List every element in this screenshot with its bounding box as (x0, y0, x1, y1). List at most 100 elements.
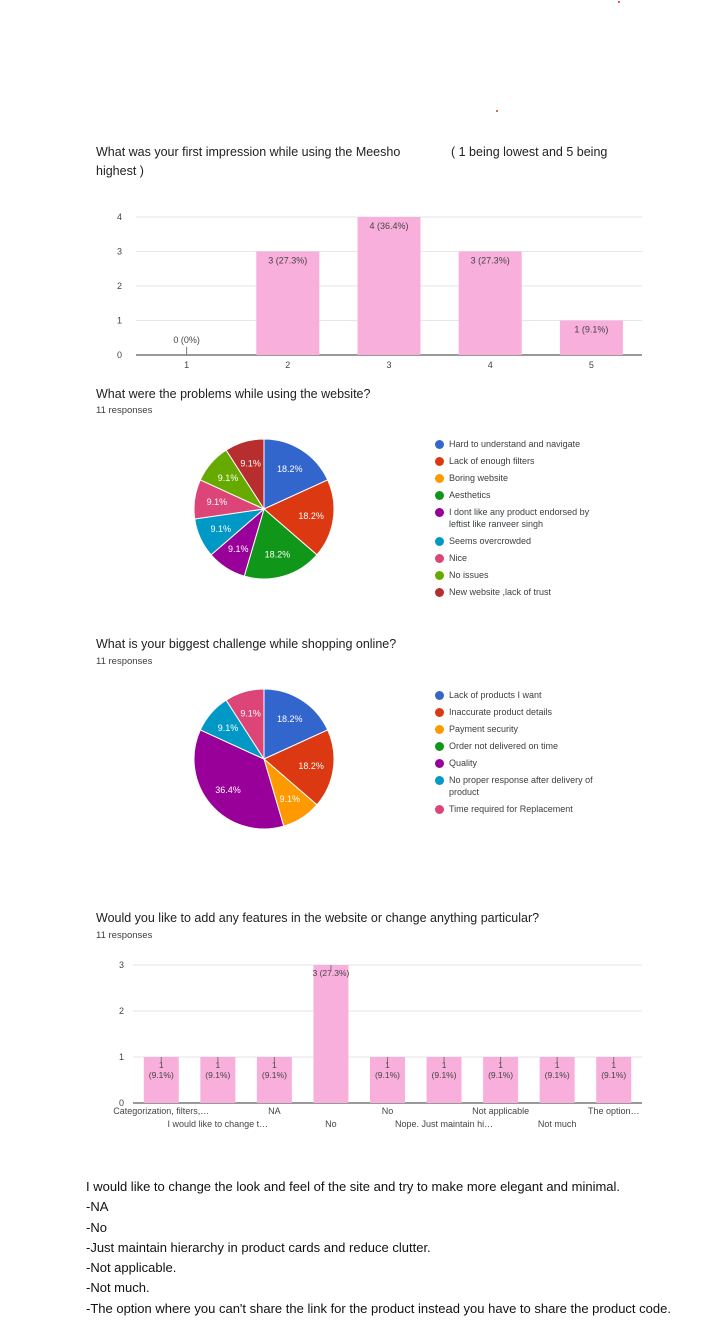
legend-swatch (435, 536, 444, 546)
pie-slice (225, 438, 265, 511)
x-tick-label: No (325, 1119, 337, 1129)
x-tick-label: No (382, 1106, 394, 1116)
legend-label: I dont like any product endorsed by left… (449, 507, 590, 529)
pie-slice (243, 508, 318, 580)
slice-label: 9.1% (240, 458, 261, 468)
pie-slice (263, 438, 329, 510)
y-tick-label: 4 (117, 212, 122, 222)
bar (559, 320, 623, 355)
x-tick-label: 3 (386, 360, 391, 368)
data-label: (9.1%) (262, 1070, 287, 1080)
data-label: 1 (272, 1060, 277, 1070)
bar (483, 1057, 519, 1103)
legend-item: Aesthetics (435, 489, 609, 501)
x-tick-label: Nope. Just maintain hi… (395, 1119, 493, 1129)
slice-label: 9.1% (210, 524, 231, 534)
legend-label: Time required for Replacement (449, 804, 573, 814)
decorative-dot (496, 110, 498, 112)
legend-item: Payment security (435, 723, 609, 735)
legend-label: New website ,lack of trust (449, 587, 552, 597)
legend-label: Aesthetics (449, 490, 491, 500)
legend-swatch (435, 690, 444, 700)
data-label: 1 (611, 1060, 616, 1070)
x-tick-label: 4 (488, 360, 493, 368)
bar (596, 1057, 632, 1103)
chart2-subtitle: 11 responses (96, 405, 153, 416)
data-label: 1 (215, 1060, 220, 1070)
bar (256, 251, 320, 355)
data-label: 1 (555, 1060, 560, 1070)
data-label: 1 (385, 1060, 390, 1070)
legend-swatch (435, 570, 444, 580)
legend-item: Nice (435, 552, 609, 564)
slice-label: 9.1% (218, 723, 239, 733)
response-line: -Not applicable. (86, 1260, 177, 1276)
chart2-pie-chart: 18.2%18.2%18.2%9.1%9.1%9.1%9.1%9.1% (193, 438, 335, 580)
legend-item: Hard to understand and navigate (435, 438, 609, 450)
slice-label: 9.1% (228, 544, 249, 554)
legend-item: Lack of enough filters (435, 455, 609, 467)
slice-label: 18.2% (277, 464, 303, 474)
x-tick-label: Not applicable (472, 1106, 529, 1116)
legend-swatch (435, 707, 444, 717)
slice-label: 9.1% (218, 473, 239, 483)
legend-label: No proper response after delivery of pro… (449, 775, 593, 797)
decorative-dot (618, 1, 620, 3)
legend-item: Order not delivered on time (435, 740, 609, 752)
legend-item: Quality (435, 757, 609, 769)
chart3-title: What is your biggest challenge while sho… (96, 637, 397, 651)
bar (357, 217, 421, 355)
bar (200, 1057, 236, 1103)
y-tick-label: 2 (119, 1006, 124, 1016)
y-tick-label: 2 (117, 281, 122, 291)
chart2-title: What were the problems while using the w… (96, 387, 371, 401)
legend-item: Inaccurate product details (435, 706, 609, 718)
slice-label: 18.2% (277, 714, 303, 724)
response-line: -No (86, 1219, 107, 1235)
pie-slice (263, 479, 335, 556)
data-label: 4 (36.4%) (369, 221, 408, 231)
bar (143, 1057, 179, 1103)
legend-swatch (435, 473, 444, 483)
x-tick-label: 2 (285, 360, 290, 368)
data-label: 1 (498, 1060, 503, 1070)
data-label: 3 (27.3%) (268, 256, 307, 266)
y-tick-label: 3 (117, 247, 122, 257)
chart4-subtitle: 11 responses (96, 930, 153, 941)
chart3-legend: Lack of products I want Inaccurate produc… (435, 689, 609, 820)
legend-swatch (435, 456, 444, 466)
data-label: 3 (27.3%) (471, 256, 510, 266)
data-label: (9.1%) (488, 1070, 513, 1080)
bar (256, 1057, 292, 1103)
x-tick-label: 1 (184, 360, 189, 368)
legend-label: Seems overcrowded (449, 536, 532, 546)
response-line: -Just maintain hierarchy in product card… (86, 1239, 431, 1255)
data-label: 1 (9.1%) (574, 325, 608, 335)
legend-swatch (435, 724, 444, 734)
legend-swatch (435, 587, 444, 597)
data-label: (9.1%) (205, 1070, 230, 1080)
legend-label: Lack of products I want (449, 690, 542, 700)
legend-swatch (435, 741, 444, 751)
legend-label: Order not delivered on time (449, 741, 559, 751)
x-tick-label: The option… (588, 1106, 640, 1116)
y-tick-label: 1 (119, 1052, 124, 1062)
legend-swatch (435, 553, 444, 563)
slice-label: 36.4% (215, 785, 241, 795)
legend-swatch (435, 490, 444, 500)
bar (539, 1057, 575, 1103)
legend-label: No issues (449, 570, 489, 580)
response-line: I would like to change the look and feel… (86, 1179, 621, 1194)
response-line: -The option where you can't share the li… (86, 1300, 671, 1316)
bar (313, 965, 349, 1103)
response-line: -Not much. (86, 1280, 150, 1296)
pie-slice (263, 729, 335, 806)
legend-item: Seems overcrowded (435, 535, 609, 547)
free-text-responses: I would like to change the look and feel… (86, 1177, 671, 1319)
data-label: 0 (0%) (173, 335, 200, 345)
legend-item: Boring website (435, 472, 609, 484)
slice-label: 18.2% (298, 511, 324, 521)
legend-label: Payment security (449, 724, 519, 734)
legend-item: Lack of products I want (435, 689, 609, 701)
